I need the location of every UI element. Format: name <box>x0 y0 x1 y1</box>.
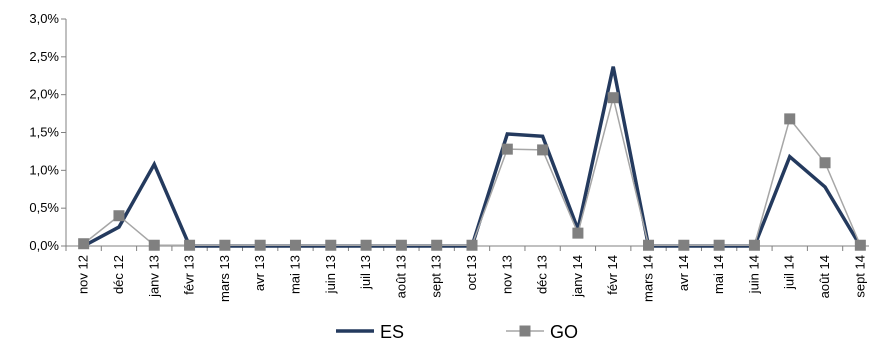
y-tick-label: 3,0% <box>29 11 59 26</box>
x-tick-label: janv 14 <box>570 255 585 298</box>
data-point-go <box>819 157 831 169</box>
x-tick-label: juil 13 <box>358 255 373 290</box>
data-point-go <box>713 239 725 251</box>
data-point-go <box>748 239 760 251</box>
y-tick-label: 1,5% <box>29 125 59 140</box>
x-tick-label: sept 14 <box>852 255 867 298</box>
x-tick-label: juin 13 <box>323 255 338 294</box>
data-point-go <box>643 239 655 251</box>
y-tick-label: 1,0% <box>29 162 59 177</box>
data-point-go <box>148 239 160 251</box>
legend: ES GO <box>336 322 578 340</box>
x-tick-label: déc 12 <box>111 255 126 294</box>
data-point-go <box>431 239 443 251</box>
x-tick-label: avr 14 <box>676 255 691 291</box>
data-point-go <box>854 239 866 251</box>
data-point-go <box>325 239 337 251</box>
data-point-go <box>113 210 125 222</box>
x-tick-label: août 14 <box>817 255 832 298</box>
x-tick-label: févr 14 <box>605 255 620 295</box>
x-tick-label: sept 13 <box>429 255 444 298</box>
legend-label-go: GO <box>550 322 578 340</box>
data-point-go <box>184 239 196 251</box>
x-tick-label: nov 13 <box>499 255 514 294</box>
x-tick-label: août 13 <box>393 255 408 298</box>
x-tick-label: mai 14 <box>711 255 726 294</box>
x-tick-label: oct 13 <box>464 255 479 290</box>
data-point-go <box>78 238 90 250</box>
data-point-go <box>537 144 549 156</box>
series-line-es <box>82 66 862 248</box>
data-point-go <box>784 113 796 125</box>
y-tick-label: 2,0% <box>29 87 59 102</box>
data-point-go <box>607 92 619 104</box>
legend-marker-go <box>519 325 531 337</box>
x-tick-label: déc 13 <box>535 255 550 294</box>
x-tick-label: juin 14 <box>746 255 761 294</box>
y-tick-label: 2,5% <box>29 49 59 64</box>
x-tick-label: mars 14 <box>641 255 656 302</box>
axes: 0,0% 0,5% 1,0% 1,5% 2,0% 2,5% 3,0% nov 12 déc 12… <box>29 11 869 302</box>
data-point-go <box>219 239 231 251</box>
data-point-go <box>360 239 372 251</box>
x-tick-label: janv 13 <box>146 255 161 298</box>
x-tick-label: mars 13 <box>217 255 232 302</box>
data-point-go <box>501 143 513 155</box>
series <box>78 66 866 251</box>
x-tick-label: avr 13 <box>252 255 267 291</box>
y-tick-label: 0,0% <box>29 238 59 253</box>
data-point-go <box>254 239 266 251</box>
data-point-go <box>678 239 690 251</box>
x-tick-label: nov 12 <box>76 255 91 294</box>
legend-label-es: ES <box>380 322 404 340</box>
y-tick-label: 0,5% <box>29 200 59 215</box>
x-tick-label: mai 13 <box>287 255 302 294</box>
data-point-go <box>289 239 301 251</box>
x-tick-label: févr 13 <box>182 255 197 295</box>
series-line-go <box>83 97 862 246</box>
data-point-go <box>572 227 584 239</box>
x-tick-label: juil 14 <box>782 255 797 290</box>
data-point-go <box>395 239 407 251</box>
data-point-go <box>466 239 478 251</box>
